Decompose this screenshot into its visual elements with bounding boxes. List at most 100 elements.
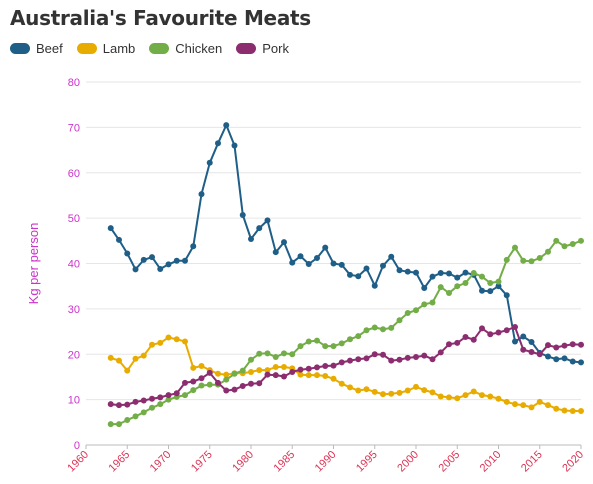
data-point-chicken [297,343,304,350]
x-tick-label: 1980 [230,449,256,475]
legend-item-chicken[interactable]: Chicken [149,41,222,56]
data-point-beef [231,142,238,149]
data-point-lamb [297,371,304,378]
data-point-beef [124,250,131,257]
data-point-chicken [413,307,419,314]
data-point-pork [215,379,221,386]
data-point-lamb [256,367,263,374]
data-point-chicken [107,421,114,428]
data-point-beef [206,159,213,166]
data-point-beef [396,267,403,274]
data-point-beef [314,255,320,262]
data-point-chicken [264,350,271,357]
data-point-lamb [520,402,527,409]
data-point-chicken [256,350,263,357]
data-point-beef [462,269,469,276]
data-point-beef [503,292,510,299]
data-point-pork [355,356,362,363]
data-point-chicken [470,270,477,277]
data-point-chicken [578,237,584,244]
x-tick-label: 1960 [65,449,91,475]
data-point-beef [421,285,428,292]
data-point-lamb [421,387,428,394]
data-point-pork [479,325,485,332]
data-point-beef [264,217,271,224]
legend-swatch-chicken [149,43,170,54]
data-point-lamb [305,372,312,379]
data-point-pork [371,351,378,358]
data-point-chicken [446,289,452,296]
data-point-pork [157,394,164,401]
legend-swatch-lamb [76,43,97,54]
data-point-pork [396,356,403,363]
y-tick-label: 80 [68,77,80,89]
data-point-chicken [396,317,403,324]
data-point-lamb [454,395,461,402]
data-point-pork [289,368,296,375]
data-point-chicken [479,273,485,280]
data-point-pork [149,395,155,402]
legend-label-beef: Beef [36,41,63,56]
y-tick-label: 40 [68,259,80,271]
data-point-pork [297,366,304,373]
legend-item-pork[interactable]: Pork [236,41,289,56]
data-point-lamb [503,398,510,405]
y-tick-label: 50 [68,213,80,225]
legend-item-beef[interactable]: Beef [10,41,63,56]
data-point-lamb [536,398,543,405]
data-point-pork [454,339,461,346]
data-point-beef [437,270,444,277]
data-point-lamb [338,380,345,387]
legend-label-lamb: Lamb [102,41,136,56]
data-point-beef [281,239,287,246]
data-point-pork [578,341,584,348]
data-point-lamb [347,384,353,391]
data-point-chicken [347,336,353,343]
data-point-pork [322,363,329,370]
data-point-lamb [495,395,502,402]
data-point-beef [454,274,461,281]
data-point-chicken [149,404,155,411]
data-point-lamb [107,354,114,361]
data-point-pork [314,364,320,371]
data-point-chicken [124,417,131,424]
data-point-chicken [355,333,362,340]
legend-item-lamb[interactable]: Lamb [76,41,136,56]
data-point-lamb [355,387,362,394]
data-point-chicken [248,356,254,363]
data-point-pork [338,359,345,366]
data-point-pork [536,351,543,358]
data-point-pork [446,341,452,348]
data-point-chicken [429,299,436,306]
data-point-lamb [363,386,370,393]
legend-label-pork: Pork [262,41,289,56]
data-point-lamb [561,407,568,414]
data-point-chicken [132,413,139,420]
data-point-lamb [173,336,180,343]
data-point-pork [553,344,560,351]
data-point-chicken [569,240,576,247]
data-point-chicken [198,382,205,389]
data-point-pork [569,341,576,348]
data-point-pork [495,329,502,336]
x-tick-label: 1965 [107,449,133,475]
data-point-pork [107,401,114,408]
data-point-beef [347,271,353,278]
data-point-lamb [462,392,469,399]
x-tick-label: 1990 [313,449,339,475]
data-point-chicken [231,370,238,377]
data-point-beef [223,122,230,129]
data-point-chicken [190,387,197,394]
data-point-beef [545,353,551,360]
data-point-beef [569,358,576,365]
data-point-beef [289,259,296,266]
data-point-beef [371,282,378,289]
y-tick-label: 70 [68,122,80,134]
data-point-pork [388,357,395,364]
data-point-beef [479,287,485,294]
x-tick-label: 1970 [148,449,174,475]
data-point-lamb [272,363,279,370]
data-point-pork [462,334,469,341]
data-point-beef [487,288,494,295]
data-point-beef [528,338,535,345]
